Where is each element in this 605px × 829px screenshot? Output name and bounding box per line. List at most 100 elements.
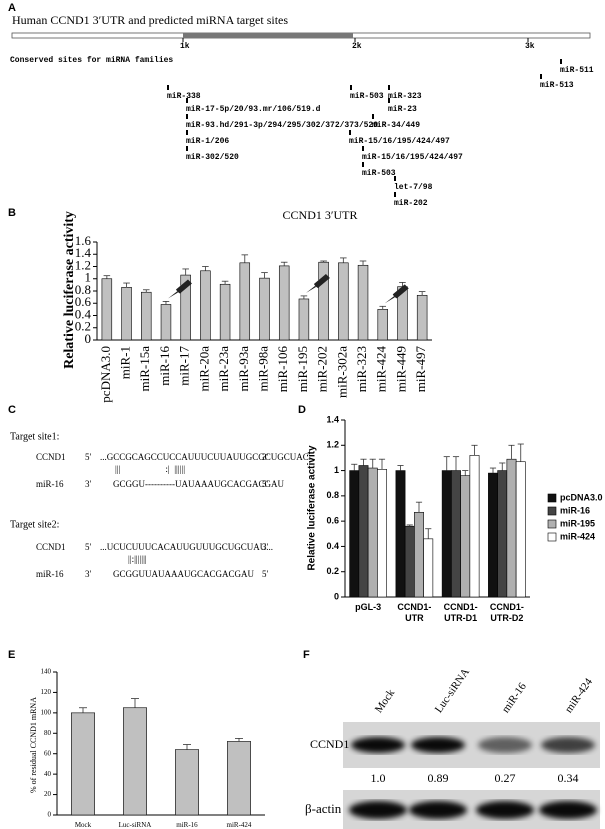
strand: 5′ [85,542,92,552]
site-label: miR-503 [362,169,396,178]
utr-segment [183,32,353,39]
legend-label: miR-424 [560,531,595,541]
scale-label: 1k [180,42,190,51]
y-tick-label: 60 [44,749,52,757]
bar [395,470,406,598]
mirna-name: miR-16 [36,479,64,489]
x-tick-label-box: CCND1- UTR-D2 [490,602,524,623]
x-tick-label: miR-93a [236,346,251,392]
mirna-seq: GCGGU----------UAUAAAUGCACGACGAU [113,479,284,489]
legend-swatch [547,532,557,542]
y-tick-label: 100 [41,708,52,716]
y-tick-label: 0.2 [326,566,339,576]
x-tick-label-box: CCND1- UTR-D1 [444,602,478,623]
x-tick-label: CCND1- UTR [397,602,432,623]
strand: 3′ [262,452,269,462]
bar [423,538,434,598]
x-tick-label: miR-20a [196,346,211,392]
site-label: miR-15/16/195/424/497 [349,137,450,146]
panel-label: C [8,404,16,416]
band [476,801,534,819]
panel-label: A [8,2,16,14]
row-label: β-actin [305,801,342,816]
y-tick-label: 0 [48,811,52,819]
x-tick-label: miR-323 [354,346,369,392]
strand: 3′ [262,542,269,552]
y-tick-label: 0.8 [326,490,339,500]
strand: 5′ [262,569,269,579]
strand: 5′ [85,452,92,462]
x-tick-label: miR-16 [157,346,172,386]
y-tick-label: 1.4 [75,245,92,260]
band [478,737,532,753]
x-tick-label-box: CCND1- UTR [397,602,432,623]
arrow [167,279,192,299]
bar [175,749,200,816]
band [539,801,597,819]
legend-swatch [547,519,557,529]
band [351,737,405,753]
site-label: miR-34/449 [372,121,420,130]
y-tick-label: 0.4 [75,306,92,321]
band [349,801,407,819]
lane-label: Mock [373,687,398,715]
bar [488,472,498,598]
site-label: miR-202 [394,199,428,208]
pairing: ||| :| |||||| [115,464,185,474]
y-tick-label: 80 [44,729,52,737]
bar [451,470,461,598]
bar [121,287,132,341]
y-tick-label: 0 [85,331,92,346]
bar [349,470,360,598]
x-tick-label: Luc-siRNA [118,821,152,829]
x-tick-label: miR-106 [275,346,290,393]
bar [469,455,480,598]
x-tick-label: miR-16 [176,821,198,829]
x-tick-label: miR-449 [393,346,408,392]
chart-title: CCND1 3′UTR [283,208,358,222]
ratio: 0.27 [495,771,516,785]
band [409,801,467,819]
site-label: miR-93.hd/291-3p/294/295/302/372/373/520 [186,121,378,130]
strand: 3′ [85,479,92,489]
panel-f: Mock 1.0 Luc-siRNA 0.89 miR-16 0.27 miR-424 0.3… [305,666,600,829]
site-label: miR-17-5p/20/93.mr/106/519.d [186,105,321,114]
bar [367,467,378,598]
scale-label: 3k [525,42,535,51]
band [541,737,595,753]
legend-label: pcDNA3.0 [560,492,603,502]
bar [416,294,428,341]
panel-a-title: Human CCND1 3′UTR and predicted miRNA ta… [12,13,288,27]
bar [239,262,251,341]
bar [278,265,290,341]
y-tick-label: 40 [44,770,52,778]
y-tick-label: 1.4 [326,414,339,424]
site-label: miR-323 [388,92,422,101]
x-tick-label-box: miR-424 [227,821,252,829]
y-tick-label: 0.4 [326,541,339,551]
strand: 5′ [262,479,269,489]
bar [200,270,211,341]
band [411,737,465,753]
site-label: miR-513 [540,81,574,90]
gene-name: CCND1 [36,452,66,462]
bar [414,511,424,598]
bar [160,304,172,341]
panel-label: D [298,404,306,416]
mirna-seq: GCGGUUAUAAAUGCACGACGAU [113,569,255,579]
x-tick-label: miR-15a [137,346,152,392]
site-label: miR-511 [560,66,594,75]
row-label: CCND1 [310,737,349,751]
bar [298,298,310,341]
bar [377,469,387,598]
legend-swatch [547,506,557,516]
x-tick-label-box: Mock [74,821,92,829]
site-label: let-7/98 [394,183,433,192]
x-tick-label: Mock [74,821,92,829]
bar [141,291,152,341]
legend-label: miR-195 [560,518,595,528]
y-tick-label: 20 [44,790,52,798]
x-tick-label-box: pGL-3 [355,602,381,612]
lane-label: miR-424 [563,676,596,715]
